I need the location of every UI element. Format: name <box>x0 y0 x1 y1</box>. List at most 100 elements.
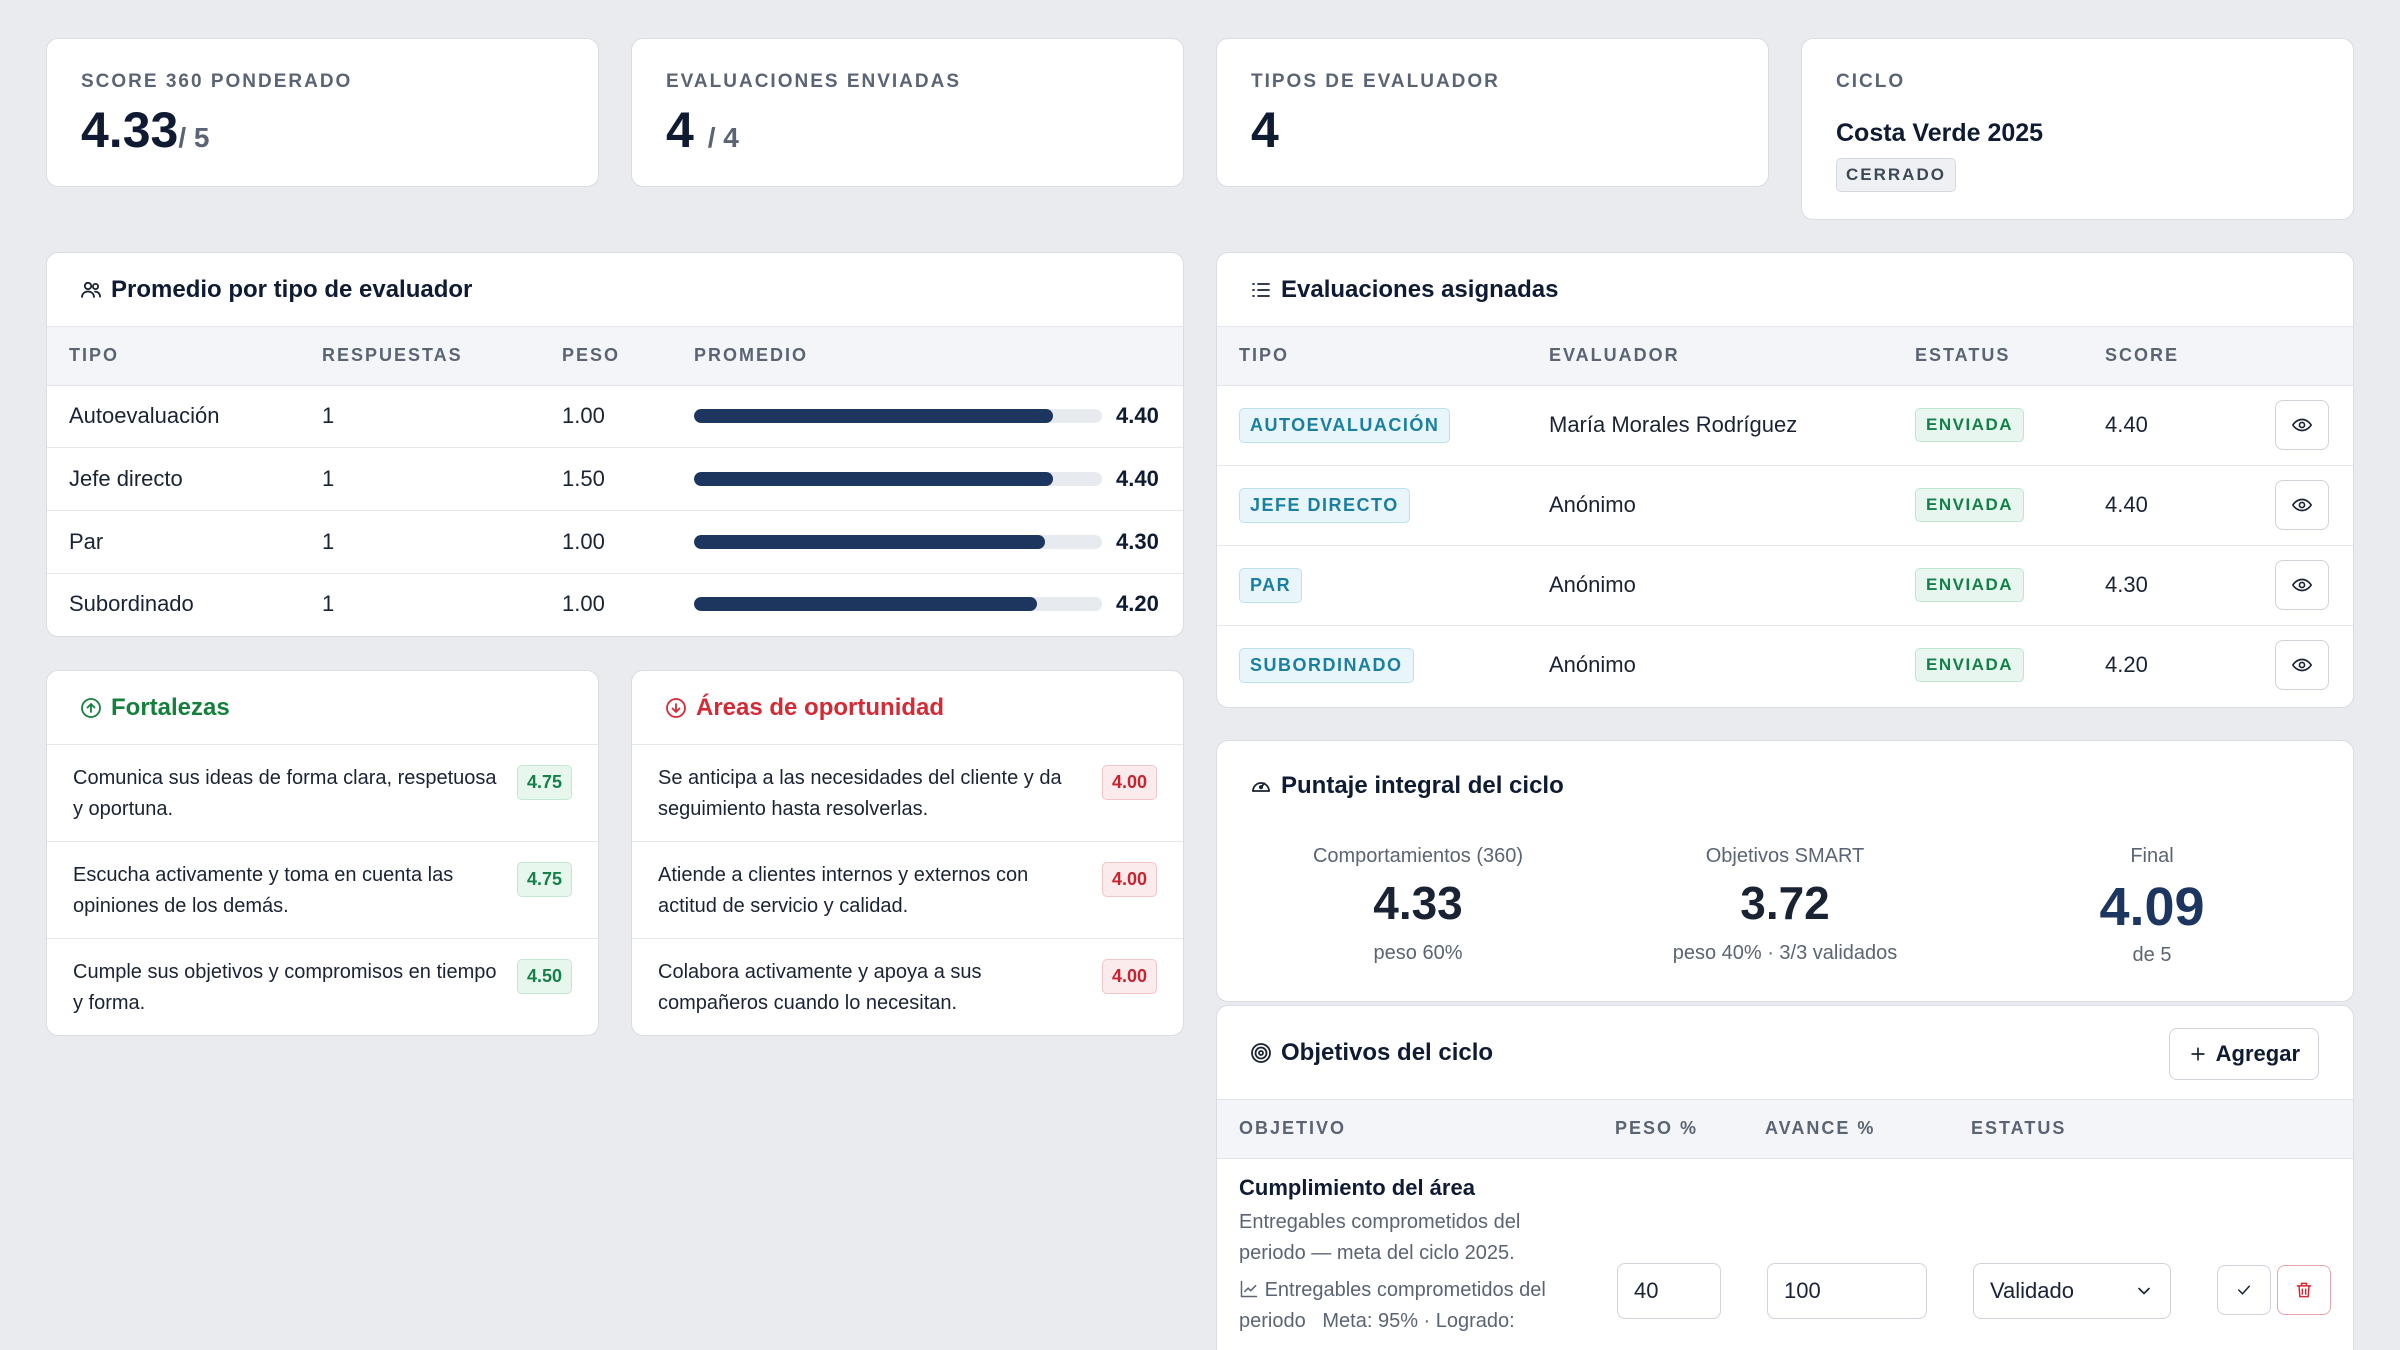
strength-score: 4.75 <box>516 862 572 897</box>
row-tipo: Subordinado <box>69 591 194 617</box>
evaluator-type-tag: AUTOEVALUACIÓN <box>1239 407 1451 443</box>
average-value: 4.20 <box>1116 591 1159 617</box>
assigned-card: Evaluaciones asignadas TIPO EVALUADOR ES… <box>1216 252 2354 708</box>
average-bar <box>694 597 1102 612</box>
objectives-value: 3.72 <box>1740 877 1830 929</box>
table-row: Autoevaluación 1 1.00 4.40 <box>47 385 1183 448</box>
view-evaluation-button[interactable] <box>2275 640 2329 691</box>
integral-card: Puntaje integral del ciclo Comportamient… <box>1216 740 2354 1002</box>
row-respuestas: 1 <box>300 447 540 511</box>
score-value: 4.40 <box>2083 385 2253 466</box>
objectives-header-row: OBJETIVO PESO % AVANCE % ESTATUS <box>1217 1100 2353 1159</box>
final-sub: de 5 <box>2132 944 2172 966</box>
objectives-title: Objetivos del ciclo <box>1281 1038 1494 1066</box>
table-row: Subordinado 1 1.00 4.20 <box>47 573 1183 635</box>
list-item: Escucha activamente y toma en cuenta las… <box>47 842 598 939</box>
strengths-title: Fortalezas <box>111 693 230 721</box>
integral-header: Puntaje integral del ciclo <box>1217 741 2353 831</box>
status-select[interactable]: Validado <box>1973 1262 2171 1319</box>
integral-scores: Comportamientos (360) 4.33 peso 60% Obje… <box>1217 831 2353 967</box>
by-type-card: Promedio por tipo de evaluador TIPO RESP… <box>46 252 1184 637</box>
col-tipo: TIPO <box>1217 327 1527 386</box>
status-badge: ENVIADA <box>1915 648 2025 683</box>
average-bar-fill <box>694 409 1054 423</box>
eye-icon <box>2291 418 2313 432</box>
kpi-types-card: TIPOS DE EVALUADOR 4 <box>1216 38 1769 187</box>
progress-input[interactable]: 100 <box>1767 1262 1927 1319</box>
kpi-cycle-label: CICLO <box>1836 71 1906 92</box>
assigned-title: Evaluaciones asignadas <box>1281 275 1559 303</box>
table-row: SUBORDINADO Anónimo ENVIADA 4.20 <box>1217 625 2353 705</box>
row-tipo: Par <box>47 510 300 574</box>
objectives-card: Objetivos del ciclo Agregar OBJETIVO PES… <box>1216 1005 2354 1350</box>
average-value: 4.40 <box>1116 403 1159 428</box>
row-peso: 1.00 <box>562 591 605 617</box>
check-icon <box>2238 1285 2250 1295</box>
view-evaluation-button[interactable] <box>2275 560 2329 610</box>
weight-value: 40 <box>1634 1277 1659 1303</box>
col-estatus: ESTATUS <box>1893 327 2083 386</box>
kpi-score-suffix: / 5 <box>178 122 210 153</box>
opportunity-text: Atiende a clientes internos y externos c… <box>658 864 1029 917</box>
average-bar <box>694 471 1102 486</box>
table-row: AUTOEVALUACIÓN María Morales Rodríguez E… <box>1217 385 2353 466</box>
chart-line-icon <box>1240 1280 1258 1297</box>
kpi-sent-card: EVALUACIONES ENVIADAS 4 / 4 <box>631 38 1184 187</box>
add-objective-button[interactable]: Agregar <box>2168 1028 2319 1080</box>
objective-row: Cumplimiento del área Entregables compro… <box>1217 1159 2353 1350</box>
validate-button[interactable] <box>2217 1264 2271 1315</box>
list-item: Comunica sus ideas de forma clara, respe… <box>47 745 598 842</box>
average-bar-fill <box>694 597 1037 612</box>
kpi-score-label: SCORE 360 PONDERADO <box>81 71 353 92</box>
opportunities-header: Áreas de oportunidad <box>632 671 1183 745</box>
evaluator-name: Anónimo <box>1549 652 1636 678</box>
target-icon <box>1249 1041 1277 1065</box>
row-peso: 1.00 <box>540 510 672 574</box>
view-evaluation-button[interactable] <box>2275 480 2329 530</box>
objective-meta: Meta: 95% · Logrado: <box>1322 1309 1515 1332</box>
strengths-header: Fortalezas <box>47 671 598 745</box>
col-promedio: PROMEDIO <box>672 327 1183 386</box>
assigned-header: Evaluaciones asignadas <box>1217 253 2353 327</box>
plus-icon <box>2190 1047 2205 1061</box>
by-type-table: TIPO RESPUESTAS PESO PROMEDIO Autoevalua… <box>47 327 1183 635</box>
col-peso: PESO % <box>1593 1100 1743 1159</box>
view-evaluation-button[interactable] <box>2275 400 2329 450</box>
kpi-sent-label: EVALUACIONES ENVIADAS <box>666 71 962 92</box>
behaviors-score: Comportamientos (360) 4.33 peso 60% <box>1217 845 1619 967</box>
list-icon <box>1249 278 1277 302</box>
opportunity-text: Colabora activamente y apoya a sus compa… <box>658 961 982 1014</box>
list-item: Cumple sus objetivos y compromisos en ti… <box>47 939 598 1035</box>
opportunity-text: Se anticipa a las necesidades del client… <box>658 767 1062 820</box>
cycle-status-badge: CERRADO <box>1836 158 1956 192</box>
strength-text: Comunica sus ideas de forma clara, respe… <box>73 767 497 820</box>
opportunity-score: 4.00 <box>1101 765 1157 800</box>
objective-description: Entregables comprometidos del periodo — … <box>1239 1210 1521 1264</box>
average-value: 4.40 <box>1116 465 1159 491</box>
weight-input[interactable]: 40 <box>1617 1262 1721 1319</box>
list-item: Colabora activamente y apoya a sus compa… <box>632 939 1183 1035</box>
objective-kpi-text: Entregables comprometidos del periodo <box>1239 1278 1546 1332</box>
kpi-cycle-card: CICLO Costa Verde 2025 CERRADO <box>1801 38 2354 220</box>
average-value: 4.30 <box>1116 528 1159 554</box>
eye-icon <box>2291 658 2313 672</box>
chevron-down-icon <box>2138 1287 2150 1295</box>
eye-icon <box>2291 578 2313 592</box>
col-score: SCORE <box>2083 327 2253 386</box>
evaluator-name: Anónimo <box>1527 465 1893 546</box>
status-select-value: Validado <box>1990 1277 2074 1303</box>
row-respuestas: 1 <box>300 385 540 448</box>
col-evaluador: EVALUADOR <box>1527 327 1893 386</box>
evaluator-type-tag: JEFE DIRECTO <box>1239 487 1410 523</box>
delete-button[interactable] <box>2277 1264 2331 1315</box>
add-objective-label: Agregar <box>2215 1041 2300 1066</box>
average-bar-fill <box>694 471 1054 486</box>
by-type-header: Promedio por tipo de evaluador <box>47 253 1183 327</box>
row-peso: 1.00 <box>540 385 672 448</box>
strength-score: 4.75 <box>516 765 572 800</box>
evaluator-type-tag: PAR <box>1239 567 1303 603</box>
kpi-score-value: 4.33/ 5 <box>81 102 210 158</box>
users-icon <box>79 278 107 302</box>
average-bar <box>694 409 1102 423</box>
final-value: 4.09 <box>2099 877 2205 937</box>
